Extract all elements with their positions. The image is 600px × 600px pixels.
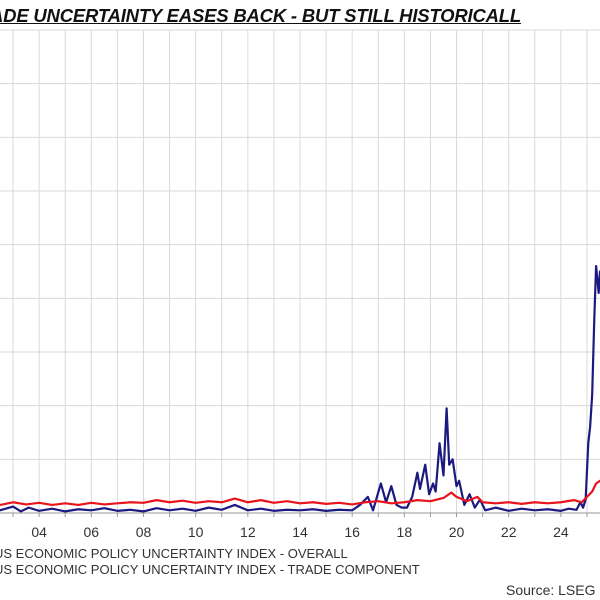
x-tick-label: 12 [240,524,256,540]
chart-title: ADE UNCERTAINTY EASES BACK - BUT STILL H… [0,5,521,26]
x-tick-label: 18 [397,524,413,540]
x-tick-label: 20 [449,524,465,540]
x-tick-label: 14 [292,524,308,540]
x-tick-label: 22 [501,524,517,540]
x-tick-label: 06 [84,524,100,540]
gridlines [0,29,600,513]
x-tick-label: 24 [553,524,569,540]
legend-entry-overall: US ECONOMIC POLICY UNCERTAINTY INDEX - O… [0,546,348,561]
series-line-trade [0,479,600,507]
source-note: Source: LSEG [506,582,596,598]
series-lines [0,265,600,513]
x-tick-label: 08 [136,524,152,540]
x-tick-label: 04 [31,524,47,540]
series-line-overall [0,265,600,513]
x-tick-label: 10 [188,524,204,540]
x-axis: 04 06 08 10 12 14 16 18 20 22 24 [0,512,600,540]
legend-entry-trade: US ECONOMIC POLICY UNCERTAINTY INDEX - T… [0,562,420,577]
x-tick-label: 16 [344,524,360,540]
